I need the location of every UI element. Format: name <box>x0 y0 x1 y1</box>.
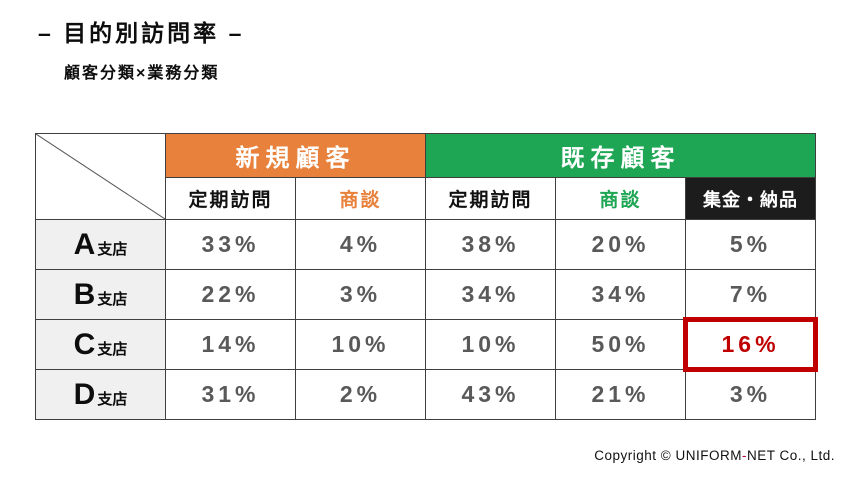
table-row-branch-b: B 支店 22% 3% 34% 34% 7% <box>35 269 817 320</box>
page-subtitle: 顧客分類×業務分類 <box>64 65 220 82</box>
subheader-collection-delivery: 集金・納品 <box>684 177 817 220</box>
visit-rate-table: 新規顧客 既存顧客 定期訪問 商談 定期訪問 商談 集金・納品 A 支店 33% … <box>35 133 819 420</box>
branch-letter: B <box>73 277 96 311</box>
rate-cell: 10% <box>425 319 556 370</box>
page-title: – 目的別訪問率 – <box>38 20 245 46</box>
rate-cell: 2% <box>295 369 426 420</box>
branch-letter: C <box>73 327 96 361</box>
subheader-new-business-talk: 商談 <box>295 177 426 220</box>
rate-cell: 38% <box>425 219 556 270</box>
rate-cell: 43% <box>425 369 556 420</box>
rate-cell: 34% <box>555 269 686 320</box>
rate-cell: 4% <box>295 219 426 270</box>
branch-row-label: B 支店 <box>35 269 166 320</box>
branch-row-label: A 支店 <box>35 219 166 270</box>
rate-cell: 20% <box>555 219 686 270</box>
subheader-existing-business-talk: 商談 <box>555 177 686 220</box>
diagonal-line-icon <box>36 134 165 219</box>
table-row-branch-a: A 支店 33% 4% 38% 20% 5% <box>35 219 817 270</box>
rate-cell: 3% <box>684 369 817 420</box>
copyright-text-after: NET Co., Ltd. <box>746 448 835 463</box>
branch-row-label: C 支店 <box>35 319 166 370</box>
rate-cell: 33% <box>165 219 296 270</box>
rate-cell: 10% <box>295 319 426 370</box>
rate-cell: 21% <box>555 369 686 420</box>
rate-cell: 14% <box>165 319 296 370</box>
rate-cell: 50% <box>555 319 686 370</box>
subheader-new-regular-visit: 定期訪問 <box>165 177 296 220</box>
copyright-notice: Copyright © UNIFORM-NET Co., Ltd. <box>594 448 835 463</box>
corner-cell <box>35 133 166 220</box>
highlighted-rate-cell: 16% <box>683 317 819 373</box>
rate-cell: 5% <box>684 219 817 270</box>
branch-suffix: 支店 <box>97 240 128 258</box>
branch-letter: D <box>73 377 96 411</box>
copyright-hyphen: - <box>741 448 747 463</box>
rate-cell: 7% <box>684 269 817 320</box>
branch-suffix: 支店 <box>97 290 128 308</box>
branch-suffix: 支店 <box>97 390 128 408</box>
subheader-existing-regular-visit: 定期訪問 <box>425 177 556 220</box>
copyright-text-before: Copyright © UNIFORM <box>594 448 742 463</box>
branch-letter: A <box>73 227 96 261</box>
table-row-branch-d: D 支店 31% 2% 43% 21% 3% <box>35 369 817 420</box>
rate-cell: 31% <box>165 369 296 420</box>
rate-cell: 22% <box>165 269 296 320</box>
branch-row-label: D 支店 <box>35 369 166 420</box>
rate-cell: 34% <box>425 269 556 320</box>
group-header-existing-customers: 既存顧客 <box>424 133 817 178</box>
rate-cell: 3% <box>295 269 426 320</box>
branch-suffix: 支店 <box>97 340 128 358</box>
group-header-new-customers: 新規顧客 <box>165 133 426 178</box>
table-row-branch-c: C 支店 14% 10% 10% 50% 16% <box>35 317 819 373</box>
